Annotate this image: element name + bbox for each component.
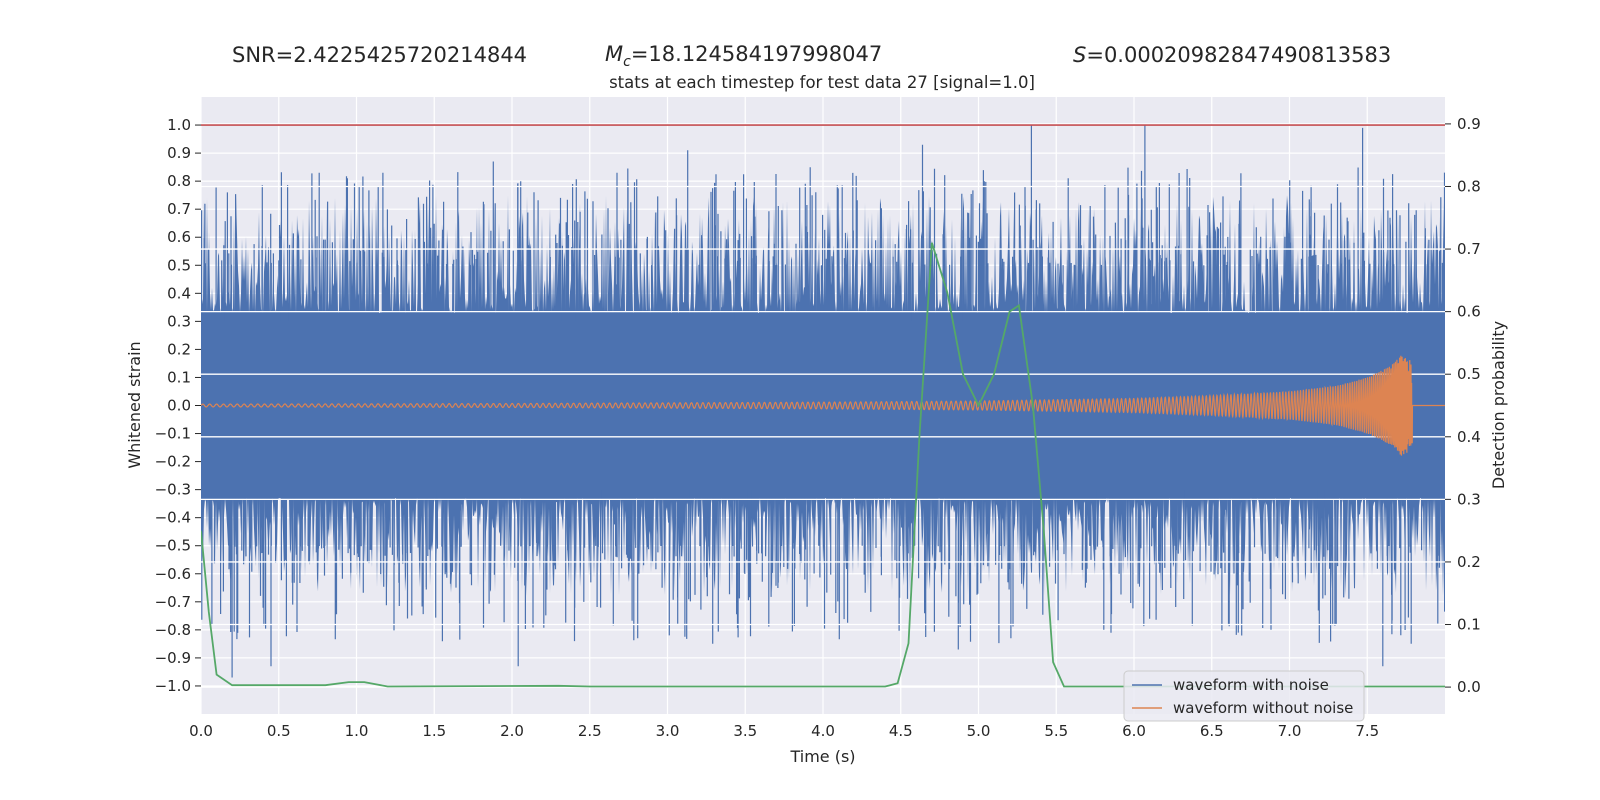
- x-tick-label: 6.0: [1122, 722, 1146, 740]
- x-tick-label: 1.5: [422, 722, 446, 740]
- y2-tick-label: 0.3: [1457, 490, 1481, 508]
- y-tick-label: 0.7: [167, 200, 191, 218]
- y2-tick-label: 0.7: [1457, 240, 1481, 258]
- y-tick-label: 0.6: [167, 228, 191, 246]
- y-tick-label: 0.0: [167, 397, 191, 415]
- y2-tick-label: 0.2: [1457, 553, 1481, 571]
- y-tick-label: 0.9: [167, 144, 191, 162]
- y-axis-label: Whitened strain: [125, 341, 144, 468]
- y-tick-label: −1.0: [155, 677, 191, 695]
- x-tick-label: 2.0: [500, 722, 524, 740]
- y-tick-label: −0.5: [155, 537, 191, 555]
- legend-box: [1123, 670, 1365, 722]
- y-tick-label: 0.3: [167, 312, 191, 330]
- y-tick-label: 1.0: [167, 116, 191, 134]
- x-tick-label: 6.5: [1200, 722, 1224, 740]
- y-tick-label: −0.7: [155, 593, 191, 611]
- x-tick-label: 4.0: [811, 722, 835, 740]
- series-waveform-without-noise: [201, 355, 1445, 456]
- series-detection-probability: [201, 242, 1445, 688]
- y-tick-label: 0.4: [167, 284, 191, 302]
- y-tick-label: −0.9: [155, 649, 191, 667]
- s-statistic-label: S=0.00020982847490813583: [1073, 43, 1391, 67]
- y-tick-label: 0.2: [167, 340, 191, 358]
- y-tick-label: 0.1: [167, 368, 191, 386]
- x-tick-label: 5.5: [1044, 722, 1068, 740]
- x-tick-label: 5.0: [967, 722, 991, 740]
- y2-tick-label: 0.6: [1457, 303, 1481, 321]
- y2-tick-label: 0.4: [1457, 428, 1481, 446]
- x-tick-label: 1.0: [345, 722, 369, 740]
- x-tick-label: 0.0: [189, 722, 213, 740]
- y-axis-ticks: 1.0 0.9 0.8 0.7 0.6 0.5 0.4 0.3 0.2 0.1 0.0 −0.1 −0.…: [155, 116, 201, 695]
- x-tick-label: 0.5: [267, 722, 291, 740]
- y2-tick-label: 0.8: [1457, 177, 1481, 195]
- x-axis-label: Time (s): [789, 747, 855, 766]
- legend-label-signal: waveform without noise: [1173, 699, 1353, 717]
- y2-tick-label: 0.9: [1457, 115, 1481, 133]
- y2-tick-label: 0.1: [1457, 616, 1481, 634]
- x-tick-label: 7.5: [1355, 722, 1379, 740]
- x-tick-label: 7.0: [1278, 722, 1302, 740]
- x-axis-ticks: 0.0 0.5 1.0 1.5 2.0 2.5 3.0 3.5 4.0 4.5 5.0 5.5 6.0 6…: [189, 722, 1379, 740]
- y2-tick-label: 0.5: [1457, 365, 1481, 383]
- y-tick-label: −0.2: [155, 453, 191, 471]
- y-tick-label: −0.4: [155, 509, 191, 527]
- chirp-mass-label: Mc=18.124584197998047: [605, 42, 882, 70]
- chart-title: stats at each timestep for test data 27 …: [609, 73, 1035, 92]
- y2-tick-label: 0.0: [1457, 678, 1481, 696]
- x-tick-label: 4.5: [889, 722, 913, 740]
- right-axis-label: Detection probability: [1489, 321, 1508, 489]
- y-tick-label: 0.8: [167, 172, 191, 190]
- y-tick-label: −0.6: [155, 565, 191, 583]
- noise-band: [201, 195, 1445, 597]
- y-tick-label: −0.8: [155, 621, 191, 639]
- x-tick-label: 3.0: [656, 722, 680, 740]
- legend: waveform with noise waveform without noi…: [1123, 670, 1365, 722]
- right-axis-ticks: 0.9 0.8 0.7 0.6 0.5 0.4 0.3 0.2 0.1 0.0: [1445, 115, 1481, 696]
- y-tick-label: −0.3: [155, 481, 191, 499]
- x-tick-label: 2.5: [578, 722, 602, 740]
- legend-label-noise: waveform with noise: [1173, 676, 1329, 694]
- snr-label: SNR=2.4225425720214844: [232, 43, 527, 67]
- y-tick-label: 0.5: [167, 256, 191, 274]
- y-tick-label: −0.1: [155, 425, 191, 443]
- x-tick-label: 3.5: [733, 722, 757, 740]
